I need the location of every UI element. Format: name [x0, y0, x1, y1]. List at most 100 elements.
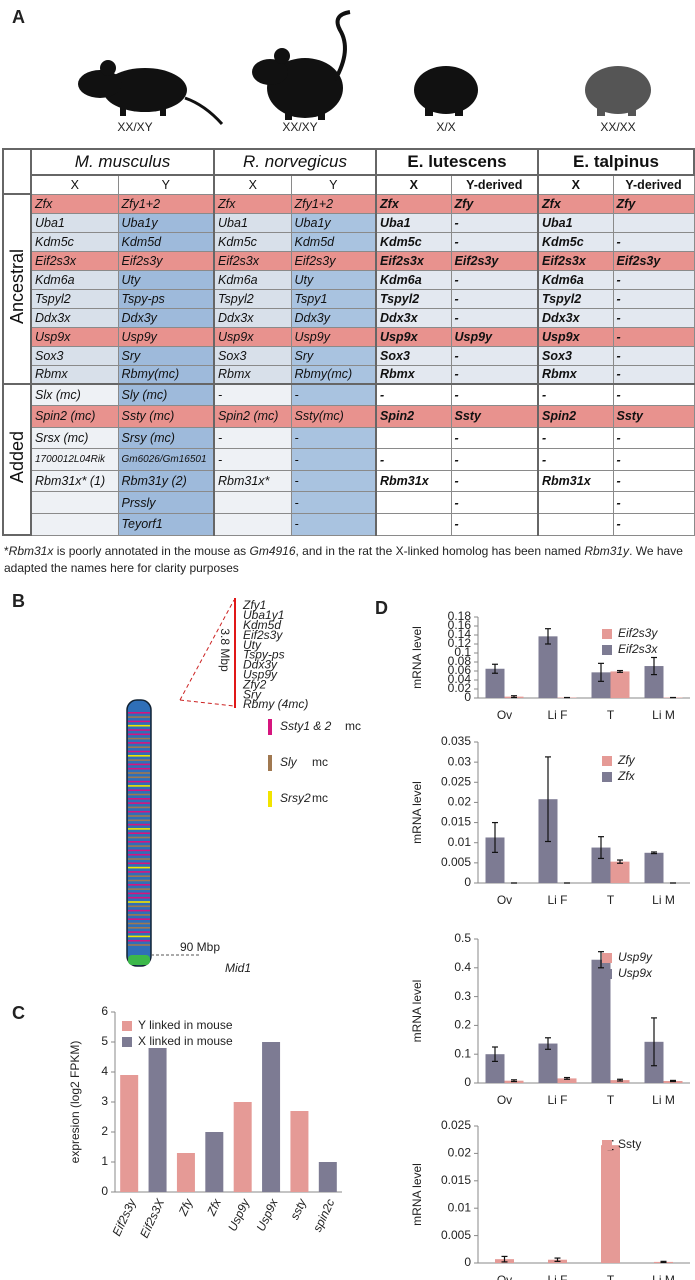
gene-cell: Kdm5c [375, 231, 452, 252]
y-tick-label: 1 [101, 1154, 108, 1168]
gene-cell [30, 491, 119, 515]
x-tick-label: Ov [497, 1273, 512, 1280]
column-header: X [213, 174, 292, 195]
legend-swatch [122, 1021, 132, 1031]
y-tick-label: 0.08 [448, 654, 472, 668]
y-tick-label: 0 [464, 875, 471, 889]
gene-label: Sry [243, 687, 262, 701]
column-header: Y [117, 174, 215, 195]
legend-label: Ssty [618, 1137, 641, 1151]
gene-cell: - [450, 513, 539, 536]
gene-family-stripe [128, 789, 150, 791]
error-bar [598, 662, 604, 682]
y-axis-label: mRNA level [410, 980, 424, 1043]
x-tick-label: Eif2s3y [109, 1196, 139, 1238]
table-row: Eif2s3x Eif2s3y Eif2s3x Eif2s3y Eif2s3x Eif2s… [3, 250, 695, 271]
footnote-text: , and in the rat the X-linked homolog ha… [295, 544, 585, 558]
x-tick-label: Li F [547, 1273, 567, 1280]
gene-cell [537, 513, 614, 536]
gene-cell [375, 491, 452, 515]
gene-cell: - [450, 448, 539, 471]
legend-label: Ssty1 & 2 [280, 719, 332, 733]
gene-cell: Tspyl2 [375, 288, 452, 309]
gene-cell: - [537, 383, 614, 407]
table-row: Rbmx Rbmy(mc) Rbmx Rbmy(mc) Rbmx - Rbmx - [3, 364, 695, 385]
species-header: R. norvegicus [213, 148, 378, 176]
gene-label: Tspy-ps [243, 648, 285, 662]
bar [601, 1145, 620, 1263]
table-row: Kdm5c Kdm5d Kdm5c Kdm5d Kdm5c - Kdm5c - [3, 231, 695, 252]
legend-swatch [602, 772, 612, 782]
gene-label: Uba1y1 [243, 608, 284, 622]
mouse-silhouette [78, 60, 224, 126]
y-tick-label: 6 [101, 1004, 108, 1018]
gene-cell: - [290, 513, 377, 536]
gene-cell: Zfx [30, 193, 119, 214]
gene-cell: - [612, 491, 695, 515]
gene-cell: Sox3 [537, 345, 614, 366]
gene-cell: Rbm31y (2) [117, 469, 215, 493]
gene-family-stripe [128, 720, 150, 723]
gene-family-stripe [128, 729, 150, 731]
y-tick-label: 0.005 [441, 855, 471, 869]
gene-family-stripe [128, 763, 150, 766]
rat-silhouette [252, 10, 351, 120]
legend-label: X linked in mouse [138, 1034, 233, 1048]
gene-cell: Prssly [117, 491, 215, 515]
gene-family-stripe [128, 862, 150, 865]
table-row: Tspyl2 Tspy-ps Tspyl2 Tspy1 Tspyl2- Tspyl2- [3, 288, 695, 309]
y-tick-label: 0.2 [454, 1018, 471, 1032]
gene-cell: Zfx [213, 193, 292, 214]
gene-family-stripe [128, 806, 150, 809]
gene-family-stripe [128, 746, 150, 748]
gene-cell: Tspyl2 [213, 288, 292, 309]
gene-label: Ddx3y [243, 658, 278, 672]
error-bar [545, 756, 551, 843]
error-bar [511, 695, 517, 699]
gene-cell: - [612, 448, 695, 471]
gene-cell: Uty [117, 269, 215, 290]
gene-family-stripe [128, 802, 150, 804]
gene-family-stripe [128, 793, 150, 796]
table-row: Srsx (mc) Srsy (mc) - - - - - [3, 426, 695, 450]
y-tick-label: 0.035 [441, 734, 471, 748]
x-tick-label: Ov [497, 708, 512, 722]
gene-cell: Srsy (mc) [117, 426, 215, 450]
gene-family-stripe [128, 767, 150, 770]
y-axis-label: expresion (log2 FPKM) [68, 1041, 82, 1164]
gene-family-stripe [128, 712, 150, 714]
gene-cell: Sox3 [375, 345, 452, 366]
table-row: Prssly - - - [3, 491, 695, 515]
gene-family-stripe [128, 905, 150, 908]
gene-cell: Rbmx [537, 364, 614, 385]
x-tick-label: Li F [547, 708, 567, 722]
bar [538, 636, 558, 698]
gene-cell: Ddx3x [30, 307, 119, 328]
centromere [128, 955, 150, 965]
table-row: Rbm31x* (1) Rbm31y (2) Rbm31x* - Rbm31x - Rbm3… [3, 469, 695, 493]
gene-cell: Srsx (mc) [30, 426, 119, 450]
bar [262, 1042, 281, 1192]
gene-family-stripe [128, 772, 150, 774]
gene-cell: Teyorf1 [117, 513, 215, 536]
gene-cell: - [450, 307, 539, 328]
panel-label: D [375, 598, 388, 618]
x-tick-label: Ov [497, 1093, 512, 1107]
gene-cell: Ssty [450, 405, 539, 428]
gene-cell: Usp9x [213, 326, 292, 347]
gene-cell: - [290, 448, 377, 471]
y-axis-label: mRNA level [410, 626, 424, 689]
gene-cell: Rbm31x* (1) [30, 469, 119, 493]
gene-table: M. musculus R. norvegicus E. lutescens E. t… [2, 148, 695, 537]
gene-cell: Usp9y [450, 326, 539, 347]
legend-note: mc [312, 755, 328, 769]
bar [610, 671, 630, 698]
y-tick-label: 0.025 [441, 774, 471, 788]
y-tick-label: 0.02 [448, 681, 472, 695]
gene-table-container: M. musculus R. norvegicus E. lutescens E. t… [2, 148, 695, 537]
gene-cell: - [450, 345, 539, 366]
gene-family-stripe [128, 815, 150, 817]
error-bar [617, 1078, 623, 1082]
gene-label: Usp9y [243, 667, 278, 681]
panel-label: B [12, 591, 25, 611]
